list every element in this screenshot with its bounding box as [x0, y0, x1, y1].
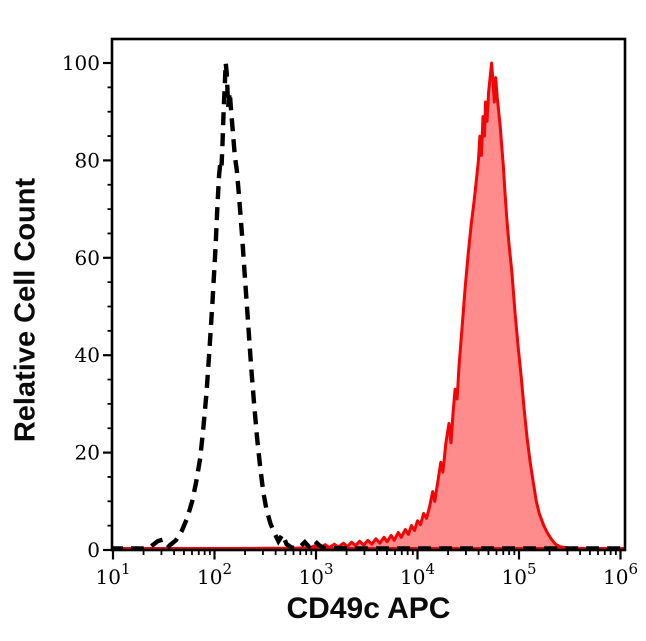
y-tick-label: 60	[75, 246, 100, 270]
y-tick-label: 0	[87, 538, 100, 562]
stained-histogram-curve	[112, 61, 625, 550]
x-axis-title: CD49c APC	[286, 592, 451, 625]
control-histogram-curve	[112, 62, 625, 551]
plot-frame	[110, 37, 627, 552]
x-tick-label: 101	[96, 560, 131, 589]
x-tick-label: 104	[400, 560, 435, 589]
y-tick-label: 100	[62, 51, 100, 75]
y-axis-title: Relative Cell Count	[9, 177, 42, 443]
y-tick-label: 40	[75, 343, 100, 367]
y-tick-label: 80	[75, 148, 100, 172]
x-tick-label: 106	[603, 560, 638, 589]
x-tick-label: 105	[502, 560, 537, 589]
x-tick-label: 103	[299, 560, 334, 589]
x-tick-label: 102	[197, 560, 232, 589]
y-tick-label: 20	[75, 441, 100, 465]
